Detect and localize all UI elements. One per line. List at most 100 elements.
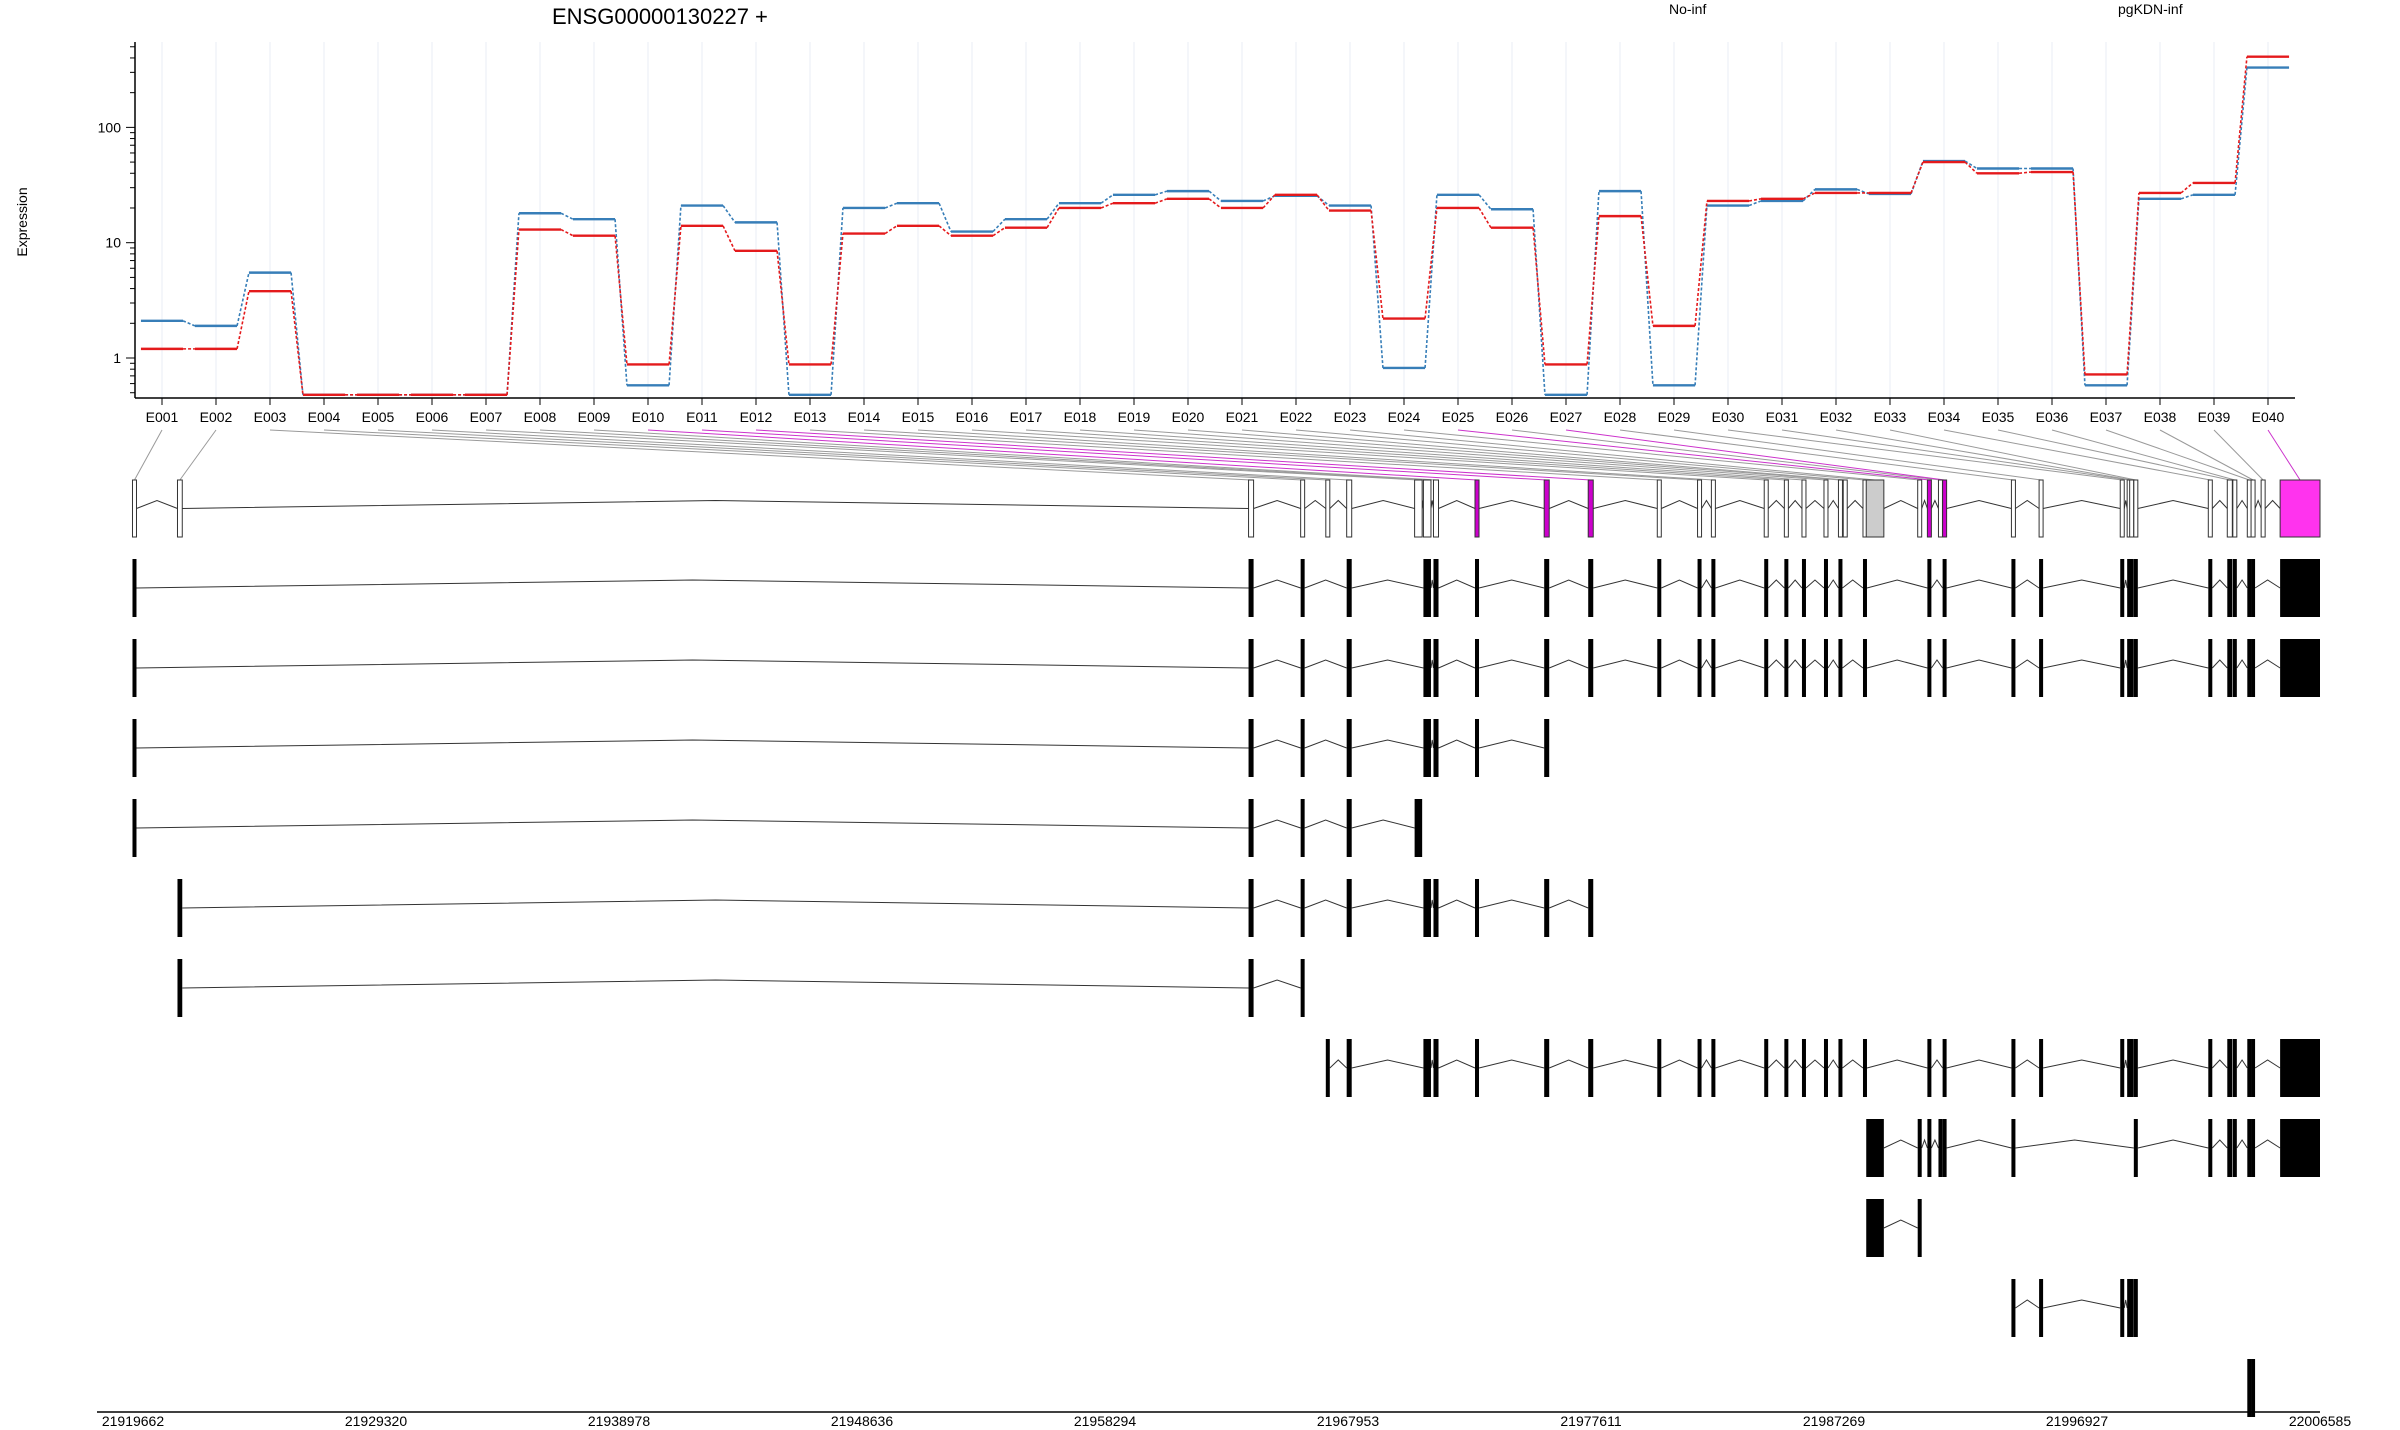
- intron: [1253, 579, 1301, 589]
- intron: [1304, 579, 1347, 589]
- genomic-tick-label: 21948636: [831, 1413, 894, 1429]
- x-tick-label: E013: [794, 409, 827, 425]
- intron: [2254, 1139, 2281, 1149]
- series-connector: [2180, 194, 2194, 200]
- genomic-tick-label: 21938978: [588, 1413, 651, 1429]
- exon-connector: [179, 429, 217, 481]
- transcript-row: [2247, 1359, 2256, 1417]
- intron: [1805, 659, 1825, 669]
- series-connector: [182, 320, 196, 327]
- x-tick-label: E020: [1172, 409, 1205, 425]
- transcript-exon: [1248, 639, 1254, 697]
- series-connector: [2234, 56, 2248, 183]
- intron: [1787, 659, 1803, 669]
- transcript-exon: [2232, 1119, 2237, 1177]
- exon-connector: [2213, 429, 2264, 481]
- transcript-exon: [1248, 559, 1254, 617]
- transcript-exon: [1927, 1119, 1932, 1177]
- transcript-exon: [2280, 1039, 2320, 1097]
- series-connector: [1046, 202, 1060, 220]
- intron: [136, 579, 1249, 589]
- series-connector: [1208, 198, 1222, 209]
- transcript-exon: [1588, 1039, 1594, 1097]
- intron: [1438, 739, 1476, 749]
- exon-block: [131, 479, 137, 538]
- exon-block: [1763, 479, 1769, 538]
- exon-block: [2038, 479, 2044, 538]
- intron: [1946, 579, 2012, 589]
- exon-connector: [647, 429, 1478, 481]
- intron: [1866, 579, 1928, 589]
- exon-connector: [1187, 429, 1841, 481]
- intron: [1253, 819, 1301, 829]
- intron: [136, 739, 1249, 749]
- x-tick-label: E012: [740, 409, 773, 425]
- exon-block: [2207, 479, 2213, 538]
- transcript-exon: [2247, 639, 2252, 697]
- intron: [1827, 659, 1839, 669]
- series-connector: [938, 202, 952, 232]
- x-tick-label: E015: [902, 409, 935, 425]
- x-tick-label: E024: [1388, 409, 1421, 425]
- x-tick-label: E027: [1550, 409, 1583, 425]
- transcript-exon: [2247, 559, 2252, 617]
- transcript-exon: [1823, 559, 1828, 617]
- transcript-exon: [2227, 1039, 2233, 1097]
- intron: [136, 499, 178, 509]
- transcript-exon: [2208, 1039, 2213, 1097]
- series-connector: [2126, 192, 2140, 375]
- intron: [1304, 899, 1347, 909]
- intron: [1549, 659, 1589, 669]
- exon-connector: [809, 429, 1660, 481]
- transcript-exon: [1474, 639, 1480, 697]
- transcript-exon: [1784, 1039, 1789, 1097]
- transcript-exon: [1784, 639, 1789, 697]
- series-connector: [1208, 190, 1222, 202]
- x-tick-label: E006: [416, 409, 449, 425]
- intron: [1438, 1059, 1476, 1069]
- series-connector: [1856, 188, 1870, 195]
- intron: [1787, 499, 1803, 509]
- transcript-exon: [2227, 1119, 2233, 1177]
- series-connector: [668, 205, 682, 386]
- intron: [1351, 579, 1424, 589]
- transcript-exon: [1474, 879, 1480, 937]
- series-connector: [938, 225, 952, 237]
- intron: [1438, 899, 1476, 909]
- transcript-exon: [1942, 639, 1947, 697]
- x-tick-label: E007: [470, 409, 503, 425]
- transcript-exon: [1784, 559, 1789, 617]
- intron: [136, 659, 1249, 669]
- intron: [1351, 1059, 1424, 1069]
- transcript-exon: [177, 959, 183, 1017]
- intron: [1715, 1059, 1765, 1069]
- transcript-exon: [1866, 1199, 1884, 1257]
- series-no-inf: [140, 55, 2290, 396]
- intron: [2042, 659, 2121, 669]
- exon-block: [1917, 479, 1923, 538]
- transcript-exon: [1862, 559, 1867, 617]
- transcript-exon: [2247, 1119, 2252, 1177]
- x-tick-label: E032: [1820, 409, 1853, 425]
- transcript-exon: [1838, 559, 1843, 617]
- transcript-exon: [1697, 559, 1702, 617]
- intron: [1715, 579, 1765, 589]
- exon-block: [2133, 479, 2139, 538]
- transcript-exon: [1544, 559, 1550, 617]
- transcript-row: [177, 959, 1305, 1017]
- intron: [2015, 659, 2040, 669]
- x-tick-label: E039: [2198, 409, 2231, 425]
- exon-block: [1474, 479, 1480, 538]
- transcript-exon: [1346, 879, 1352, 937]
- series-connector: [560, 212, 574, 220]
- transcript-exon: [2011, 1279, 2016, 1337]
- intron: [2211, 1139, 2228, 1149]
- intron: [1478, 659, 1545, 669]
- exon-connector: [2267, 429, 2301, 481]
- series-connector: [1370, 210, 1384, 319]
- transcript-exon: [1346, 639, 1352, 697]
- transcript-exon: [2127, 639, 2132, 697]
- transcript-exon: [1764, 639, 1769, 697]
- exon-block: [1432, 479, 1440, 538]
- transcript-exon: [2039, 1039, 2044, 1097]
